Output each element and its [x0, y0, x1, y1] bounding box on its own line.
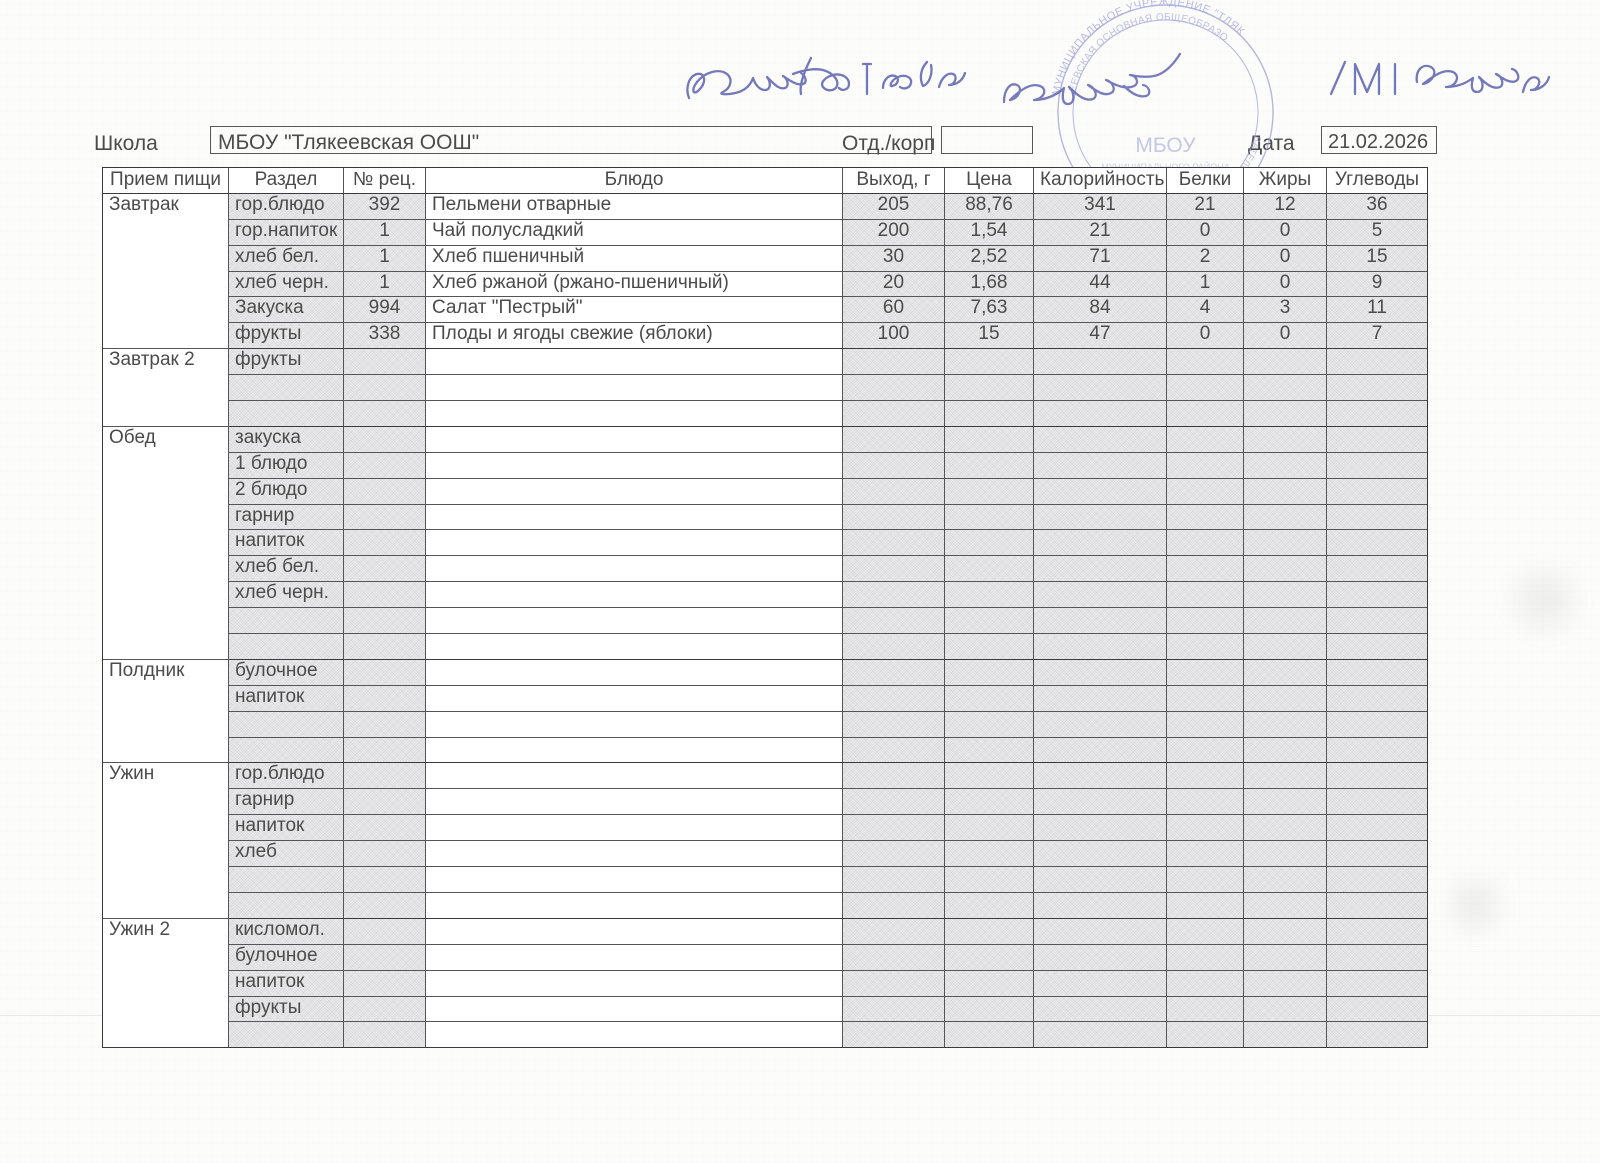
svg-text:МБОУ: МБОУ	[1135, 134, 1196, 157]
